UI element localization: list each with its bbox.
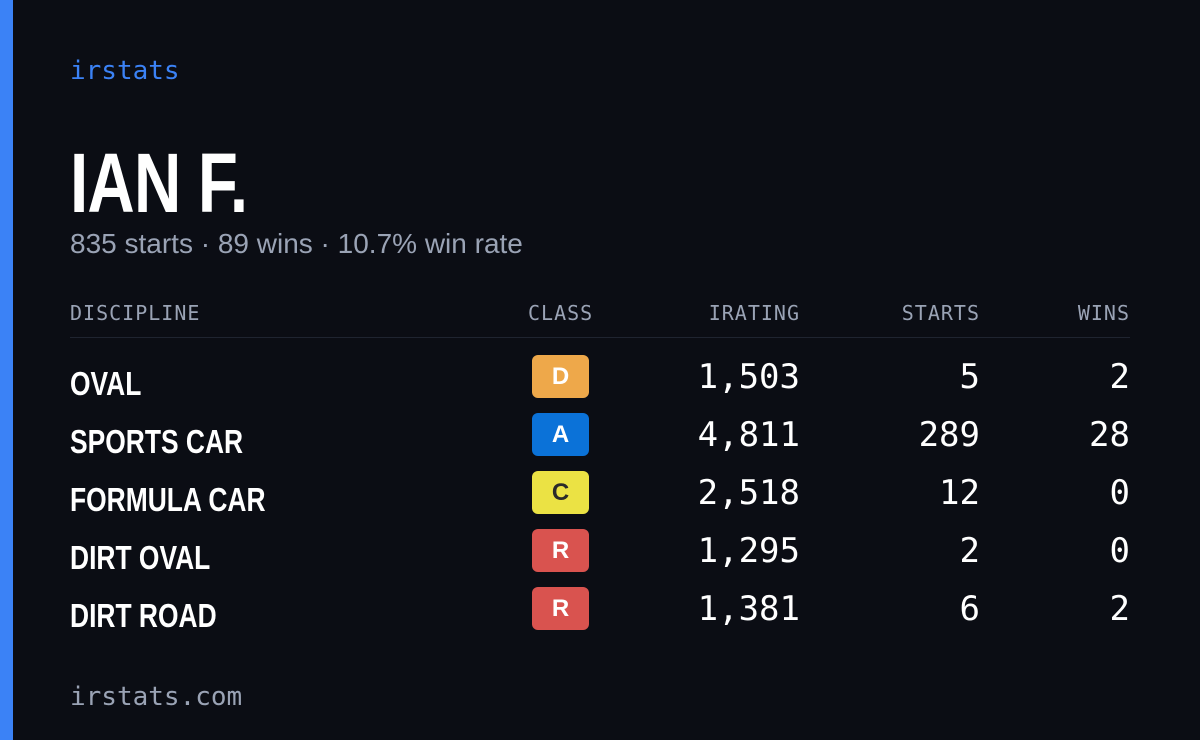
column-header: STARTS: [901, 301, 980, 325]
header-rule: [70, 337, 1130, 338]
irating: 1,381: [697, 589, 800, 629]
wins: 28: [1089, 415, 1130, 455]
footer: irstats.com: [70, 682, 243, 712]
irating: 2,518: [697, 473, 800, 513]
column-header: DISCIPLINE: [70, 301, 201, 325]
discipline: DIRT OVAL: [70, 539, 211, 576]
column-header: CLASS: [528, 301, 594, 325]
irating: 4,811: [697, 415, 800, 455]
discipline: DIRT ROAD: [70, 597, 217, 634]
class-badge: A: [532, 413, 589, 456]
starts: 12: [939, 473, 980, 513]
starts: 2: [959, 531, 980, 571]
class-badge: R: [532, 529, 589, 572]
column-header: IRATING: [708, 301, 800, 325]
column-header: WINS: [1077, 301, 1130, 325]
irating: 1,295: [697, 531, 800, 571]
class-badge: D: [532, 355, 589, 398]
starts: 5: [959, 357, 980, 397]
discipline: OVAL: [70, 365, 142, 402]
wins: 0: [1109, 531, 1130, 571]
irating: 1,503: [697, 357, 800, 397]
starts: 289: [918, 415, 980, 455]
class-badge: C: [532, 471, 589, 514]
discipline: FORMULA CAR: [70, 481, 266, 518]
accent-bar: [0, 0, 13, 740]
wins: 0: [1109, 473, 1130, 513]
wins: 2: [1109, 357, 1130, 397]
starts: 6: [959, 589, 980, 629]
wins: 2: [1109, 589, 1130, 629]
driver-name: IAN F.: [70, 136, 248, 230]
discipline: SPORTS CAR: [70, 423, 244, 460]
summary: 835 starts · 89 wins · 10.7% win rate: [70, 228, 523, 259]
brand: irstats: [70, 56, 180, 86]
class-badge: R: [532, 587, 589, 630]
